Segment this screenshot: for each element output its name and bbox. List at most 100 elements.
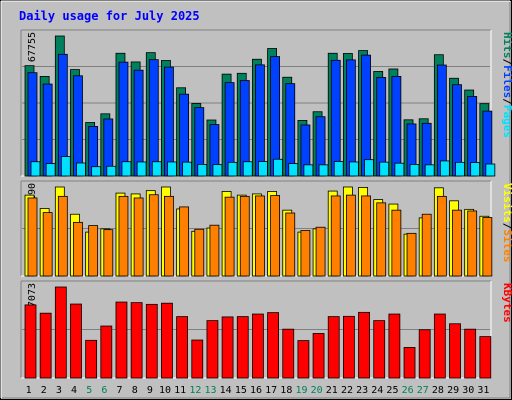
bar-kbytes-day-12 (191, 339, 204, 379)
bar-pages-day-15 (242, 161, 253, 177)
bar-pages-day-23 (364, 159, 374, 177)
bar-files-day-7 (118, 61, 129, 177)
bars-visits (24, 186, 493, 277)
bar-kbytes-day-5 (85, 339, 98, 379)
bar-sites-day-11 (179, 206, 190, 277)
bar-pages-day-11 (182, 161, 193, 177)
day-label: 4 (71, 385, 77, 396)
bar-pages-day-2 (45, 163, 56, 177)
bar-files-day-28 (436, 64, 447, 177)
bar-pages-day-21 (333, 161, 344, 177)
day-label: 14 (220, 385, 232, 396)
bar-pages-day-29 (455, 161, 465, 177)
day-label: 6 (101, 385, 107, 396)
bar-pages-day-27 (424, 164, 435, 177)
legend-entry: Files (501, 65, 512, 98)
bar-sites-day-2 (42, 212, 53, 277)
bar-files-day-4 (73, 75, 83, 177)
bar-sites-day-28 (436, 195, 447, 277)
chart-panels: 67755Hits/Files/Pages2190Visits/Sites318… (20, 29, 512, 379)
bar-sites-day-10 (164, 195, 174, 277)
bar-pages-day-30 (470, 162, 481, 177)
bar-kbytes-day-10 (161, 302, 173, 379)
day-label: 18 (280, 385, 292, 396)
bar-sites-day-27 (421, 213, 432, 277)
bar-files-day-22 (345, 59, 356, 177)
bar-kbytes-day-24 (373, 320, 386, 379)
day-label: 2 (41, 385, 47, 396)
day-label: 31 (477, 385, 489, 396)
bar-pages-day-18 (288, 163, 299, 177)
bar-files-day-25 (391, 76, 402, 177)
bar-pages-day-16 (258, 161, 268, 177)
bar-sites-day-18 (285, 212, 296, 277)
bar-pages-day-5 (91, 166, 102, 177)
max-value-label: 67755 (27, 32, 38, 62)
bar-sites-day-1 (27, 197, 38, 277)
bar-pages-day-25 (394, 162, 405, 177)
bar-sites-day-8 (133, 197, 144, 277)
bar-sites-day-7 (118, 195, 129, 277)
bar-pages-day-6 (106, 165, 117, 177)
bar-pages-day-28 (439, 160, 450, 177)
bar-kbytes-day-21 (327, 316, 340, 379)
bar-sites-day-17 (270, 195, 280, 277)
day-label: 23 (356, 385, 368, 396)
bar-kbytes-day-9 (145, 303, 158, 379)
bar-files-day-10 (164, 66, 174, 177)
legend-entry: Pages (501, 105, 512, 138)
legend-entry: KBytes (501, 283, 512, 323)
bar-kbytes-day-7 (115, 301, 128, 379)
legend-separator: / (501, 98, 512, 105)
bar-pages-day-10 (167, 161, 177, 177)
day-label: 27 (417, 385, 429, 396)
bar-sites-day-6 (103, 229, 114, 277)
bar-files-day-24 (376, 77, 387, 177)
bar-pages-day-24 (379, 161, 390, 177)
bar-pages-day-20 (318, 164, 329, 177)
day-label: 21 (326, 385, 338, 396)
panel-kbytes: 3187073 KBytes (20, 280, 512, 379)
day-label: 5 (86, 385, 92, 396)
bar-files-day-2 (42, 83, 53, 177)
bar-sites-day-3 (57, 195, 68, 277)
bar-kbytes-day-19 (297, 340, 310, 379)
bar-kbytes-day-13 (206, 320, 219, 379)
bar-pages-day-4 (76, 162, 86, 177)
bar-pages-day-3 (60, 156, 71, 177)
bar-pages-day-9 (151, 161, 162, 177)
bar-sites-day-19 (300, 230, 311, 277)
bar-sites-day-13 (209, 224, 220, 277)
legend: Visits/Sites (501, 183, 512, 263)
bars-traffic (24, 35, 496, 177)
bar-sites-day-23 (361, 195, 371, 277)
bar-kbytes-day-14 (221, 316, 234, 379)
bar-files-day-21 (330, 59, 341, 177)
bar-kbytes-day-31 (479, 336, 492, 379)
bar-pages-day-19 (303, 164, 314, 177)
bar-pages-day-22 (348, 161, 359, 177)
bar-sites-day-12 (194, 228, 205, 277)
bar-sites-day-29 (452, 209, 462, 277)
day-label: 25 (386, 385, 398, 396)
bar-sites-day-30 (467, 210, 478, 277)
bar-sites-day-4 (73, 221, 83, 277)
day-label: 15 (235, 385, 247, 396)
bars-kbytes (24, 286, 492, 379)
bar-kbytes-day-23 (358, 311, 370, 379)
bar-kbytes-day-16 (252, 313, 264, 379)
bar-sites-day-14 (224, 196, 235, 277)
bar-sites-day-21 (330, 195, 341, 277)
bar-pages-day-26 (409, 164, 420, 177)
day-label: 9 (147, 385, 153, 396)
day-label: 3 (56, 385, 62, 396)
legend-entry: Sites (501, 229, 512, 262)
legend-entry: Visits (501, 183, 512, 223)
bar-kbytes-day-1 (24, 304, 37, 379)
bar-files-day-16 (255, 64, 265, 177)
bar-kbytes-day-2 (39, 312, 52, 379)
day-label: 19 (295, 385, 307, 396)
day-label: 28 (432, 385, 444, 396)
day-label: 12 (189, 385, 201, 396)
